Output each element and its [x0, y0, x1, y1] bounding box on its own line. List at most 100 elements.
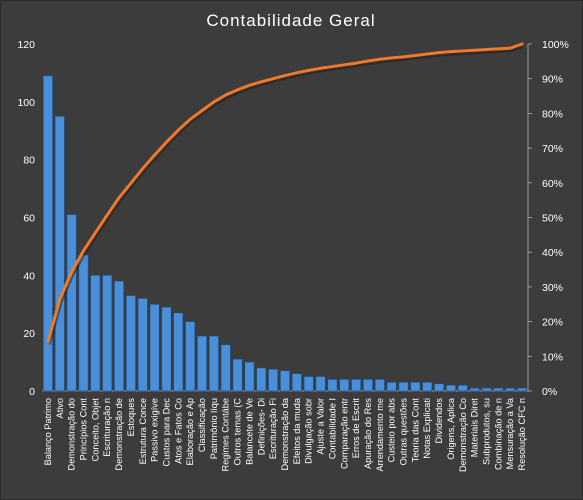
y2-tick-label: 90%: [542, 74, 563, 86]
y2-tick-label: 0%: [542, 386, 557, 398]
y2-tick-label: 50%: [542, 213, 563, 225]
bar: [327, 379, 338, 392]
y2-tick-label: 40%: [542, 247, 563, 259]
y-tick-label: 100: [17, 97, 35, 109]
bar: [315, 376, 326, 392]
category-label: Demonstração do: [67, 398, 77, 471]
category-label: Custeio por abs: [387, 398, 397, 463]
bar: [102, 275, 113, 392]
category-label: Subprodutos, su: [482, 398, 492, 465]
bar: [280, 370, 290, 392]
y-tick-label: 60: [23, 213, 35, 225]
category-label: Teoria das Cont: [410, 398, 420, 463]
y2-tick-label: 60%: [542, 178, 563, 190]
y-tick-label: 40: [23, 270, 35, 282]
category-label: Patrimônio líqu: [209, 398, 219, 459]
category-label: Origens, Aplica: [446, 397, 456, 460]
category-label: Materiais Diret: [470, 398, 480, 458]
category-label: Definições- Di: [256, 398, 266, 455]
bar: [291, 373, 302, 392]
category-label: Mensuração a Va: [505, 397, 515, 469]
bar: [386, 382, 397, 392]
bar: [185, 321, 196, 392]
category-label: Outros temas (C: [233, 398, 243, 466]
bar: [161, 306, 172, 392]
bar: [232, 358, 243, 392]
category-label: Comparação entr: [339, 398, 349, 469]
category-label: Demonstração da: [280, 397, 290, 470]
category-label: Atos e Fatos Co: [173, 398, 183, 464]
bar: [422, 382, 433, 392]
bar: [114, 280, 124, 392]
category-label: Notas Explicati: [422, 398, 432, 459]
category-label: Passivo exigíve: [150, 398, 160, 462]
category-label: Combinação de n: [493, 398, 503, 470]
bar: [256, 367, 267, 392]
y2-tick-label: 70%: [542, 143, 563, 155]
category-label: Balanço Patrimo: [43, 398, 53, 465]
y-tick-label: 80: [23, 155, 35, 167]
category-label: Dividendos: [434, 398, 444, 444]
category-label: Conceito, Objet: [90, 398, 100, 462]
bar: [517, 387, 527, 392]
category-label: Erros de Escrit: [351, 398, 361, 459]
category-label: Estoques: [126, 398, 136, 437]
category-label: Ajuste a Valor: [316, 398, 326, 455]
category-label: Balancete de Ve: [244, 398, 254, 465]
bar: [173, 312, 184, 392]
category-label: Elaboração e Ap: [185, 398, 195, 465]
category-label: Contabilidade I: [327, 398, 337, 459]
category-label: Estrutura Conce: [138, 398, 148, 464]
bar: [469, 387, 480, 392]
category-label: Apuração do Res: [363, 398, 373, 469]
category-axis-labels: Balanço Patrimo Ativo Demonstração do Princ…: [43, 397, 527, 472]
bar: [363, 379, 373, 392]
category-label: Efeitos da muda: [292, 397, 302, 464]
category-label: Ativo: [55, 398, 65, 418]
y2-tick-label: 100%: [542, 39, 569, 51]
bar: [66, 214, 77, 392]
bar-series: [43, 75, 527, 392]
bar: [268, 369, 279, 392]
bar: [149, 303, 160, 392]
chart-title: Contabilidade Geral: [206, 11, 375, 30]
bar: [446, 384, 456, 392]
bar: [351, 379, 362, 392]
y-tick-label: 120: [17, 39, 35, 51]
bar: [197, 335, 207, 392]
cumulative-percent-line: [46, 42, 524, 344]
bar: [244, 361, 255, 392]
bar: [54, 115, 65, 392]
bar: [481, 387, 492, 392]
category-label: Classificação: [197, 398, 207, 452]
bar: [434, 383, 445, 392]
bar: [78, 254, 89, 392]
primary-y-axis: 0 20 40 60 80 100 120: [17, 39, 35, 398]
bar: [43, 75, 53, 392]
bar: [374, 379, 385, 392]
category-label: Custos para Dec: [161, 398, 171, 467]
bar: [125, 295, 136, 392]
bar: [137, 298, 148, 392]
category-label: Escrituração Fi: [268, 398, 278, 459]
category-label: Outras questões: [399, 398, 409, 466]
bar: [457, 384, 468, 392]
bar: [339, 379, 350, 392]
category-label: Divulgação sobr: [304, 398, 314, 464]
bar: [398, 382, 409, 392]
category-label: Escrituração n: [102, 398, 112, 457]
y2-tick-label: 80%: [542, 108, 563, 120]
y-tick-label: 0: [29, 386, 35, 398]
secondary-y-axis: 0% 10% 20% 30% 40% 50% 60% 70% 80% 90% 100%: [528, 39, 569, 398]
y2-tick-label: 10%: [542, 351, 563, 363]
category-label: Arrendamento me: [375, 398, 385, 472]
category-label: Demonstração de: [114, 398, 124, 471]
y2-tick-label: 20%: [542, 317, 563, 329]
bar: [505, 387, 516, 392]
cumulative-line-shadow: [46, 44, 524, 345]
bar: [410, 382, 421, 392]
bar: [493, 387, 504, 392]
y2-tick-label: 30%: [542, 282, 563, 294]
